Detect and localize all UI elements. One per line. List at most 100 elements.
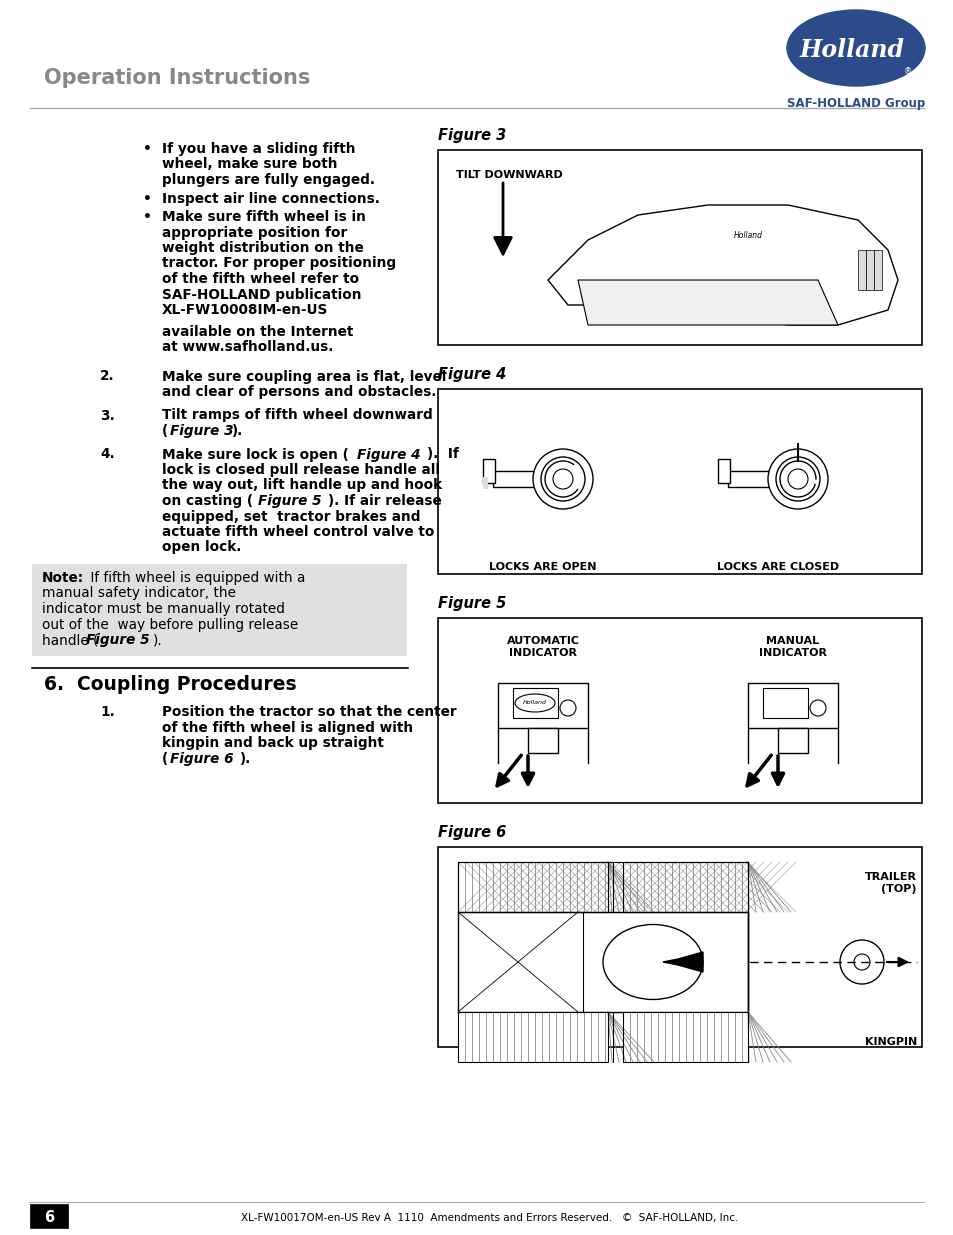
Bar (865, 249, 873, 290)
Bar (457, 1011, 607, 1062)
Text: appropriate position for: appropriate position for (162, 226, 347, 240)
Text: open lock.: open lock. (162, 541, 241, 555)
Bar (457, 1011, 607, 1062)
FancyBboxPatch shape (32, 564, 407, 656)
Bar (622, 1011, 747, 1062)
Bar (857, 249, 865, 290)
Text: 3.: 3. (100, 409, 114, 422)
Bar (622, 862, 747, 911)
Text: manual safety indicator, the: manual safety indicator, the (42, 587, 235, 600)
Text: plungers are fully engaged.: plungers are fully engaged. (162, 173, 375, 186)
Text: ).: ). (152, 634, 163, 647)
Text: Inspect air line connections.: Inspect air line connections. (162, 191, 379, 205)
Text: lock is closed pull release handle all: lock is closed pull release handle all (162, 463, 439, 477)
Text: ).: ). (232, 424, 243, 438)
Text: •: • (143, 142, 152, 156)
Text: Operation Instructions: Operation Instructions (44, 68, 310, 88)
Text: TRAILER
(TOP): TRAILER (TOP) (864, 872, 916, 894)
Bar (482, 459, 495, 483)
Text: Holland: Holland (522, 700, 546, 705)
Text: ®: ® (902, 68, 911, 77)
Bar (513, 688, 558, 718)
Text: wheel, make sure both: wheel, make sure both (162, 158, 337, 172)
Text: •: • (143, 210, 152, 224)
Text: SAF-HOLLAND Group: SAF-HOLLAND Group (786, 98, 924, 110)
Bar (778, 727, 807, 753)
Text: Make sure fifth wheel is in: Make sure fifth wheel is in (162, 210, 366, 224)
Text: and clear of persons and obstacles.: and clear of persons and obstacles. (162, 385, 436, 399)
Circle shape (767, 450, 827, 509)
Text: LOCKS ARE CLOSED: LOCKS ARE CLOSED (717, 562, 839, 572)
Text: Make sure coupling area is flat, level: Make sure coupling area is flat, level (162, 369, 446, 384)
Text: (: ( (162, 752, 168, 766)
Text: 4.: 4. (100, 447, 114, 462)
Text: TILT DOWNWARD: TILT DOWNWARD (456, 170, 562, 180)
Text: 6: 6 (44, 1210, 54, 1225)
Text: MANUAL
INDICATOR: MANUAL INDICATOR (759, 636, 826, 657)
Bar (437, 149, 921, 345)
Text: ).: ). (240, 752, 251, 766)
Bar (457, 862, 747, 911)
Circle shape (540, 457, 584, 501)
Text: at www.safholland.us.: at www.safholland.us. (162, 340, 333, 354)
Text: Tilt ramps of fifth wheel downward: Tilt ramps of fifth wheel downward (162, 409, 433, 422)
Text: equipped, set  tractor brakes and: equipped, set tractor brakes and (162, 510, 420, 524)
Text: Figure 6: Figure 6 (437, 825, 506, 840)
Bar (622, 862, 747, 911)
Text: ).  If: ). If (427, 447, 458, 462)
Text: handle (: handle ( (42, 634, 98, 647)
Text: (: ( (162, 424, 168, 438)
Bar (493, 471, 542, 487)
Text: of the fifth wheel refer to: of the fifth wheel refer to (162, 272, 358, 287)
Text: tractor. For proper positioning: tractor. For proper positioning (162, 257, 395, 270)
Text: Make sure lock is open (: Make sure lock is open ( (162, 447, 349, 462)
Bar (457, 862, 607, 911)
Circle shape (533, 450, 593, 509)
Text: If fifth wheel is equipped with a: If fifth wheel is equipped with a (86, 571, 305, 585)
Text: Figure 5: Figure 5 (86, 634, 150, 647)
Text: on casting (: on casting ( (162, 494, 253, 508)
Ellipse shape (786, 10, 924, 86)
Bar (30, 1204, 68, 1228)
Text: out of the  way before pulling release: out of the way before pulling release (42, 618, 298, 631)
Text: Figure 6: Figure 6 (170, 752, 233, 766)
Text: KINGPIN: KINGPIN (863, 1037, 916, 1047)
Text: LOCKS ARE OPEN: LOCKS ARE OPEN (489, 562, 597, 572)
Text: SAF-HOLLAND publication: SAF-HOLLAND publication (162, 288, 361, 301)
Text: 1.: 1. (100, 705, 114, 720)
Ellipse shape (712, 221, 782, 249)
Text: Figure 4: Figure 4 (356, 447, 420, 462)
Bar (497, 683, 587, 727)
Text: kingpin and back up straight: kingpin and back up straight (162, 736, 383, 751)
Text: Figure 4: Figure 4 (437, 367, 506, 382)
Text: ). If air release: ). If air release (328, 494, 441, 508)
Bar (437, 618, 921, 803)
Bar (762, 688, 807, 718)
Bar (457, 862, 607, 911)
Text: indicator must be manually rotated: indicator must be manually rotated (42, 601, 285, 616)
Text: the way out, lift handle up and hook: the way out, lift handle up and hook (162, 478, 441, 493)
Text: weight distribution on the: weight distribution on the (162, 241, 363, 254)
Text: Figure 5: Figure 5 (437, 597, 506, 611)
Text: Figure 3: Figure 3 (437, 128, 506, 143)
Text: •: • (143, 191, 152, 205)
Bar (622, 1011, 747, 1062)
Text: actuate fifth wheel control valve to: actuate fifth wheel control valve to (162, 525, 434, 538)
Text: Position the tractor so that the center: Position the tractor so that the center (162, 705, 456, 720)
Ellipse shape (515, 694, 555, 713)
Text: Figure 3: Figure 3 (170, 424, 233, 438)
Text: XL-FW10008IM-en-US: XL-FW10008IM-en-US (162, 303, 328, 317)
Bar (527, 727, 558, 753)
Polygon shape (662, 952, 702, 972)
Bar (457, 862, 747, 911)
Bar (747, 683, 837, 727)
Text: AUTOMATIC
INDICATOR: AUTOMATIC INDICATOR (506, 636, 578, 657)
Polygon shape (547, 205, 897, 325)
Bar (727, 471, 778, 487)
Bar (437, 847, 921, 1047)
Text: Holland: Holland (733, 231, 761, 240)
Text: available on the Internet: available on the Internet (162, 325, 353, 338)
Text: If you have a sliding fifth: If you have a sliding fifth (162, 142, 355, 156)
Text: Note:: Note: (42, 571, 84, 585)
Text: Holland: Holland (799, 38, 903, 62)
